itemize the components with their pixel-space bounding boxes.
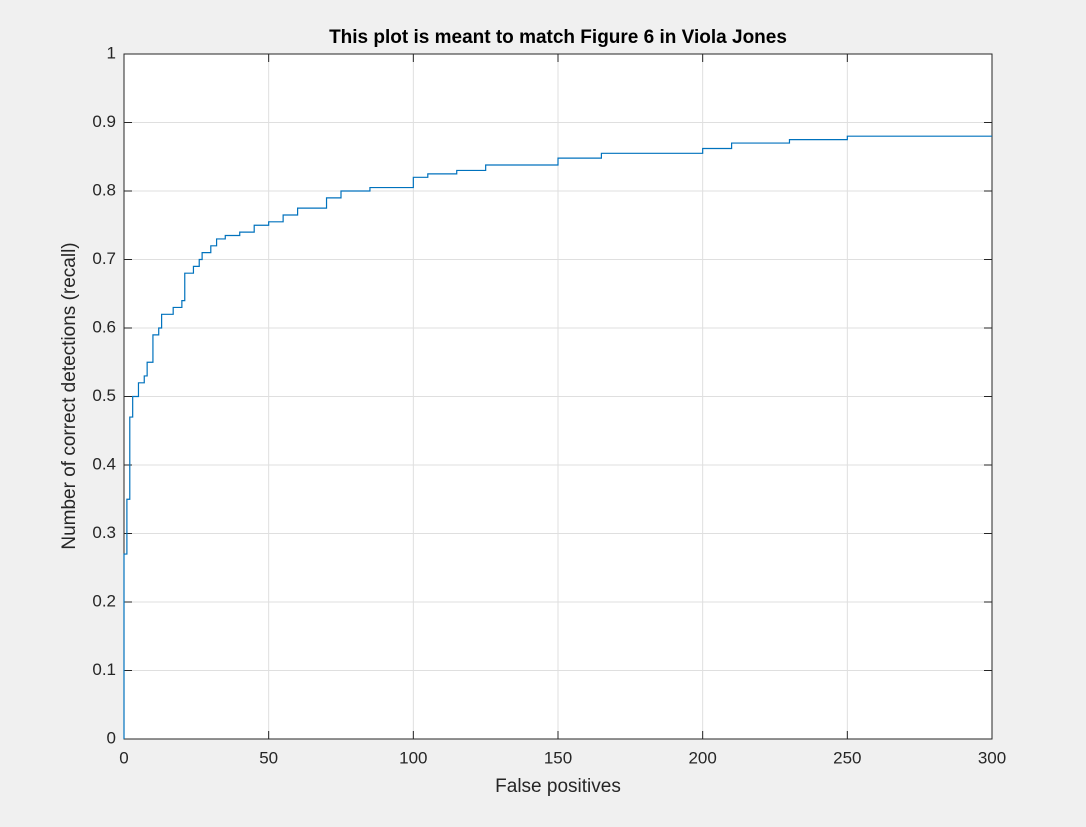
x-tick-label: 100 [399,748,427,767]
x-tick-label: 150 [544,748,572,767]
y-tick-label: 0.4 [92,454,116,473]
x-tick-label: 200 [688,748,716,767]
y-tick-label: 0.8 [92,180,116,199]
y-tick-label: 0.6 [92,317,116,336]
y-tick-label: 0.3 [92,523,116,542]
y-tick-label: 0.7 [92,249,116,268]
y-tick-label: 0.2 [92,591,116,610]
data-line [123,135,992,739]
x-tick-label: 250 [833,748,861,767]
y-tick-label: 0 [107,728,116,747]
y-tick-label: 0.9 [92,112,116,131]
chart-title: This plot is meant to match Figure 6 in … [329,27,787,48]
x-tick-label: 0 [119,748,128,767]
x-tick-label: 50 [259,748,278,767]
x-axis-label: False positives [495,776,621,797]
y-tick-label: 0.5 [92,386,116,405]
y-tick-label: 0.1 [92,660,116,679]
y-tick-label: 1 [107,43,116,62]
x-tick-label: 300 [978,748,1006,767]
axes-box [123,53,993,740]
y-axis-label: Number of correct detections (recall) [59,242,80,549]
